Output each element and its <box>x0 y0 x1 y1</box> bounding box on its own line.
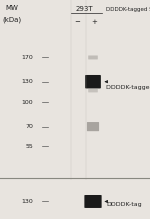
FancyBboxPatch shape <box>88 55 98 59</box>
Text: 55: 55 <box>25 144 33 149</box>
FancyBboxPatch shape <box>88 89 98 92</box>
Text: MW: MW <box>6 5 18 11</box>
Text: DDDDK-tagged SP3: DDDDK-tagged SP3 <box>106 85 150 90</box>
Text: 170: 170 <box>21 55 33 60</box>
FancyBboxPatch shape <box>84 195 102 208</box>
Text: 130: 130 <box>21 199 33 204</box>
Text: −: − <box>74 19 80 25</box>
Text: DDDDK-tagged SP3: DDDDK-tagged SP3 <box>106 7 150 12</box>
Text: 130: 130 <box>21 79 33 84</box>
Text: DDDDK-tag: DDDDK-tag <box>106 202 142 207</box>
Text: 100: 100 <box>21 100 33 105</box>
Text: 70: 70 <box>25 124 33 129</box>
FancyBboxPatch shape <box>85 75 101 88</box>
Text: 293T: 293T <box>76 6 94 12</box>
Text: +: + <box>91 19 97 25</box>
FancyBboxPatch shape <box>87 122 99 131</box>
Text: (kDa): (kDa) <box>2 16 22 23</box>
